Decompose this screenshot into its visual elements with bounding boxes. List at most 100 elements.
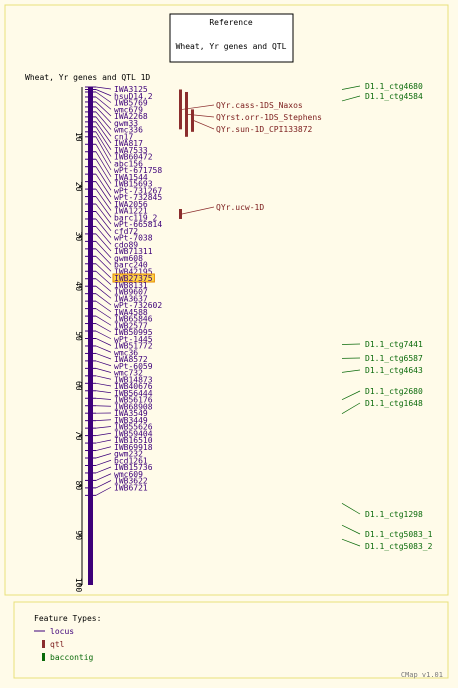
- contig-label[interactable]: D1.1_ctg5083_2: [365, 542, 433, 551]
- locus-label[interactable]: barc240: [114, 261, 148, 270]
- locus-label[interactable]: IWA8572: [114, 355, 148, 364]
- qtl-bar[interactable]: [185, 91, 188, 137]
- contig-label[interactable]: D1.1_ctg1648: [365, 399, 423, 408]
- locus-label[interactable]: abc156: [114, 159, 143, 168]
- contig-connector: [341, 503, 361, 515]
- locus-label[interactable]: IWB6721: [114, 483, 148, 492]
- qtl-label[interactable]: QYr.sun-1D_CPI133872: [216, 125, 313, 134]
- qtl-label[interactable]: QYr.ucw-1D: [216, 203, 264, 212]
- locus-label[interactable]: wmc609: [114, 470, 143, 479]
- locus-label[interactable]: IWB50995: [114, 328, 153, 337]
- locus-label[interactable]: IWB51772: [114, 342, 153, 351]
- locus-label[interactable]: IWA2268: [114, 112, 148, 121]
- contig-label[interactable]: D1.1_ctg4680: [365, 82, 423, 91]
- locus-label[interactable]: IWB56176: [114, 396, 153, 405]
- locus-label[interactable]: wmc679: [114, 105, 143, 114]
- contig-label[interactable]: D1.1_ctg1298: [365, 510, 423, 519]
- locus-label[interactable]: IWB65846: [114, 315, 153, 324]
- locus-label[interactable]: gwm33: [114, 119, 138, 128]
- locus-label[interactable]: IWA1221: [114, 207, 148, 216]
- map-panel-border: [4, 4, 449, 596]
- locus-label[interactable]: wPt-665814: [114, 220, 162, 229]
- locus-label[interactable]: wPt-732602: [114, 301, 162, 310]
- locus-label[interactable]: wmc732: [114, 369, 143, 378]
- locus-label[interactable]: IWB9607: [114, 288, 148, 297]
- contig-label[interactable]: D1.1_ctg5083_1: [365, 530, 433, 539]
- locus-connector: [95, 368, 112, 373]
- contig-label[interactable]: D1.1_ctg4584: [365, 92, 423, 101]
- locus-label[interactable]: IWB59404: [114, 429, 153, 438]
- contig-label[interactable]: D1.1_ctg2680: [365, 387, 423, 396]
- locus-connector: [95, 256, 112, 272]
- locus-label[interactable]: IWA2056: [114, 200, 148, 209]
- locus-label[interactable]: wPt-731267: [114, 186, 162, 195]
- locus-label[interactable]: wPt-6059: [114, 362, 153, 371]
- locus-label[interactable]: IWA4588: [114, 308, 148, 317]
- qtl-label[interactable]: QYrst.orr-1DS_Stephens: [216, 113, 322, 122]
- locus-connector: [95, 323, 112, 333]
- locus-label[interactable]: IWB3449: [114, 416, 148, 425]
- locus-label[interactable]: IWA3125: [114, 85, 148, 94]
- qtl-bar[interactable]: [179, 209, 182, 219]
- qtl-label[interactable]: QYr.cass-1DS_Naxos: [216, 101, 303, 110]
- locus-label[interactable]: wPt-671758: [114, 166, 162, 175]
- locus-label[interactable]: IWB68908: [114, 402, 153, 411]
- contig-connector: [341, 85, 361, 90]
- reference-title: Reference: [209, 18, 253, 27]
- locus-label[interactable]: IWB69918: [114, 443, 153, 452]
- locus-label[interactable]: IWB42195: [114, 267, 153, 276]
- contig-label[interactable]: D1.1_ctg7441: [365, 340, 423, 349]
- loci-group: IWA3125hsuD14.2IWB5769wmc679IWA2268gwm33…: [85, 85, 162, 496]
- locus-label[interactable]: IWB2577: [114, 321, 148, 330]
- locus-label[interactable]: wmc336: [114, 126, 143, 135]
- map-title[interactable]: Wheat, Yr genes and QTL 1D: [25, 73, 150, 82]
- locus-label[interactable]: IWA1544: [114, 173, 148, 182]
- locus-label[interactable]: gwm608: [114, 254, 143, 263]
- locus-connector: [95, 166, 112, 191]
- locus-label[interactable]: IWB15693: [114, 180, 153, 189]
- locus-label[interactable]: IWB60472: [114, 153, 153, 162]
- locus-label[interactable]: IWB5769: [114, 99, 148, 108]
- locus-connector: [95, 126, 112, 150]
- locus-label[interactable]: IWB40676: [114, 382, 153, 391]
- qtl-bar[interactable]: [179, 89, 182, 130]
- legend-qtl-icon: [42, 640, 45, 648]
- locus-label[interactable]: wPt-1445: [114, 335, 153, 344]
- locus-label[interactable]: IWA3637: [114, 294, 148, 303]
- locus-label[interactable]: IWB15736: [114, 463, 153, 472]
- locus-connector: [95, 459, 112, 466]
- locus-label[interactable]: wPt-732845: [114, 193, 162, 202]
- locus-label[interactable]: cdo89: [114, 240, 138, 249]
- legend-baccontig-icon: [42, 653, 45, 661]
- locus-label[interactable]: IWB55626: [114, 423, 153, 432]
- locus-label[interactable]: IWA3549: [114, 409, 148, 418]
- locus-label[interactable]: cfd72: [114, 227, 138, 236]
- locus-connector: [95, 338, 112, 346]
- locus-connector: [95, 382, 112, 387]
- locus-label[interactable]: IWA7533: [114, 146, 148, 155]
- locus-connector: [95, 330, 112, 340]
- locus-connector: [95, 144, 112, 171]
- locus-label[interactable]: wPt-7038: [114, 234, 153, 243]
- locus-label[interactable]: barc119_2: [114, 213, 158, 222]
- locus-label[interactable]: IWB14873: [114, 375, 153, 384]
- locus-label[interactable]: IWA817: [114, 139, 143, 148]
- qtl-bar[interactable]: [191, 109, 194, 132]
- locus-label[interactable]: IWB8131: [114, 281, 148, 290]
- locus-label[interactable]: cn17: [114, 132, 133, 141]
- locus-label[interactable]: IWB3622: [114, 477, 148, 486]
- locus-label[interactable]: wmc36: [114, 348, 138, 357]
- contig-label[interactable]: D1.1_ctg4643: [365, 366, 423, 375]
- locus-label[interactable]: IWB71311: [114, 247, 153, 256]
- locus-label[interactable]: bcd1261: [114, 456, 148, 465]
- locus-connector: [95, 375, 112, 380]
- locus-label[interactable]: IWB16510: [114, 436, 153, 445]
- axis-tick-label: 50: [74, 331, 83, 341]
- chromosome-body[interactable]: [88, 87, 93, 585]
- locus-label[interactable]: gwm232: [114, 450, 143, 459]
- locus-label[interactable]: IWB56444: [114, 389, 153, 398]
- locus-label[interactable]: hsuD14.2: [114, 92, 153, 101]
- locus-label[interactable]: IWB27375: [114, 274, 153, 283]
- contig-label[interactable]: D1.1_ctg6587: [365, 354, 423, 363]
